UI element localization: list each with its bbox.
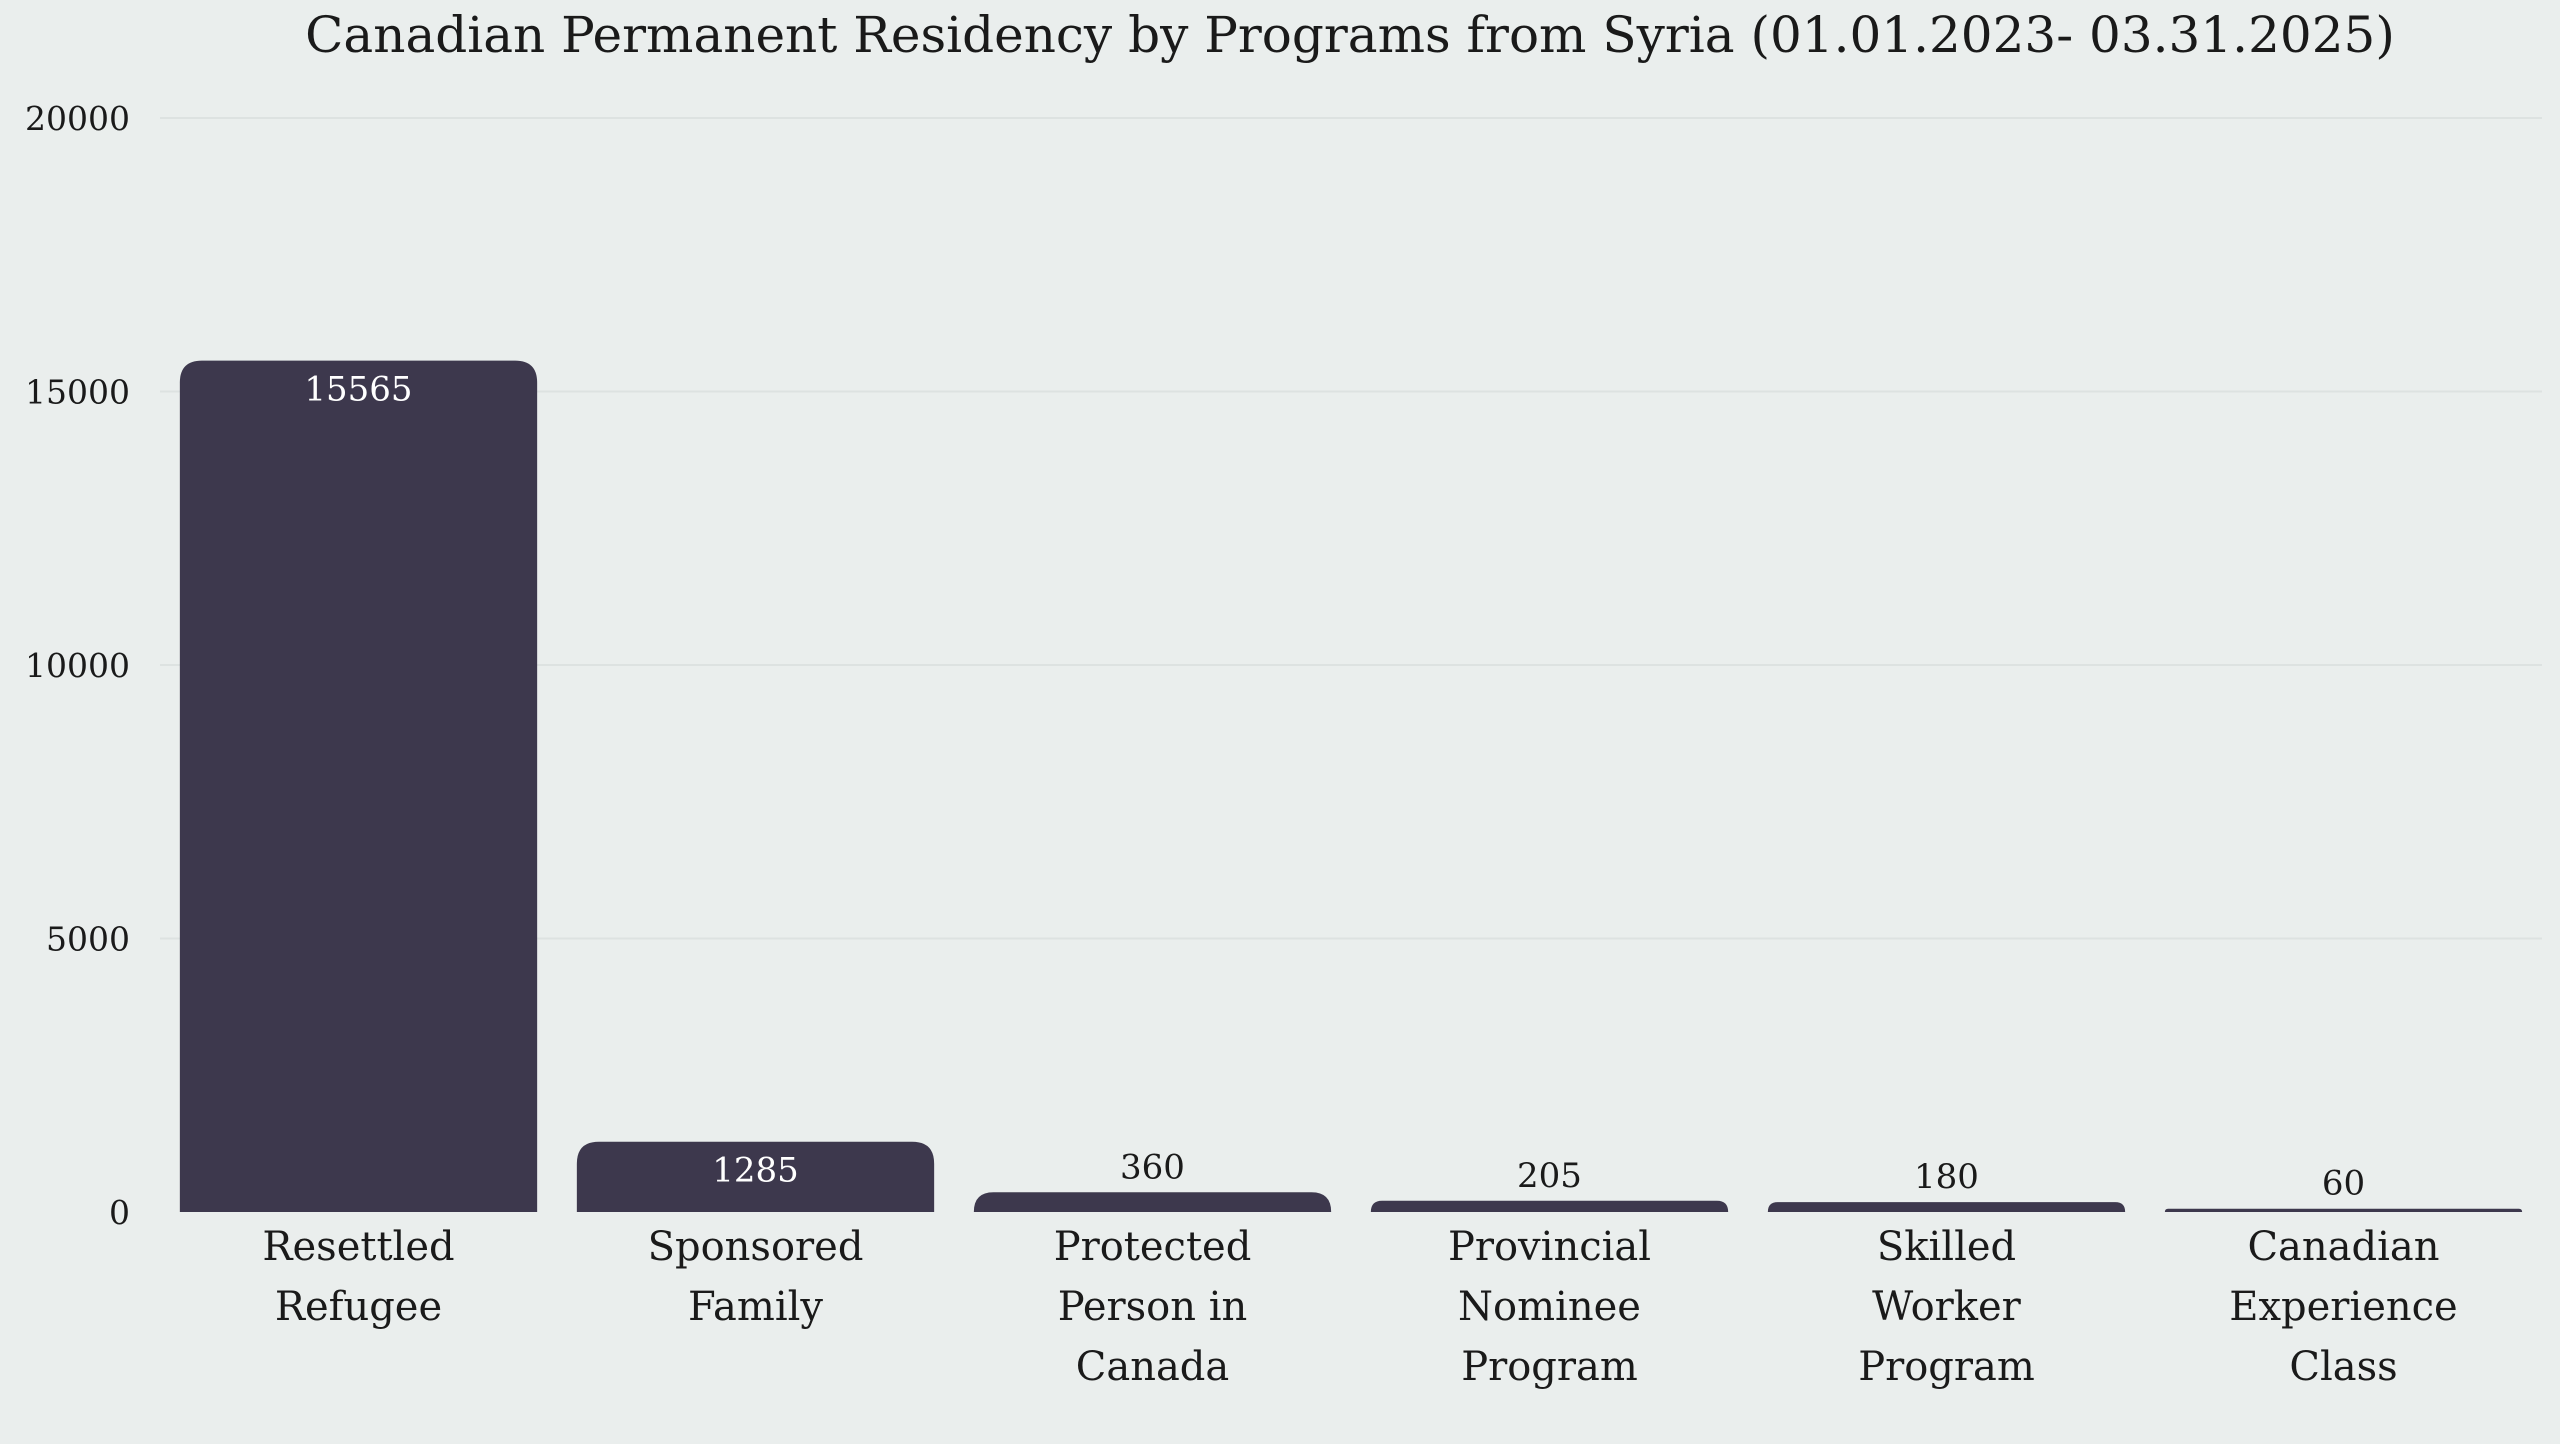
y-tick-label: 5000 [46, 920, 130, 959]
y-tick-label: 10000 [25, 646, 130, 685]
gridlines [160, 117, 2542, 940]
bar [973, 1192, 1332, 1212]
x-tick-label: Sponsored Family [648, 1224, 864, 1330]
data-label: 60 [2322, 1164, 2365, 1204]
x-tick-label-line: Class [2289, 1344, 2397, 1390]
x-tick-label-line: Program [1858, 1344, 2035, 1390]
x-tick-label-line: Person in [1058, 1284, 1248, 1330]
bars [179, 360, 2523, 1213]
x-tick-label-line: Provincial [1448, 1224, 1651, 1270]
x-tick-label: Canadian Experience Class [2229, 1224, 2457, 1390]
data-label: 1285 [712, 1151, 799, 1191]
data-label: 360 [1120, 1147, 1185, 1187]
y-tick-label: 20000 [25, 99, 130, 138]
x-tick-label-line: Protected [1054, 1224, 1252, 1270]
x-tick-label-line: Refugee [275, 1284, 442, 1330]
x-tick-label-line: Resettled [262, 1224, 454, 1270]
x-tick-label-line: Worker [1872, 1284, 2022, 1330]
x-tick-label-line: Skilled [1877, 1224, 2016, 1270]
x-tick-label: Provincial Nominee Program [1448, 1224, 1651, 1390]
data-label: 205 [1517, 1156, 1582, 1196]
y-axis-ticks: 0 5000 10000 15000 20000 [25, 99, 130, 1232]
bar [179, 360, 538, 1213]
x-tick-label-line: Family [688, 1284, 823, 1330]
bar [1370, 1200, 1729, 1212]
data-label: 180 [1914, 1157, 1979, 1197]
data-label: 15565 [304, 370, 412, 410]
x-tick-label-line: Program [1461, 1344, 1638, 1390]
x-tick-label: Protected Person in Canada [1054, 1224, 1252, 1390]
x-tick-label-line: Experience [2229, 1284, 2457, 1330]
bar [2164, 1208, 2523, 1212]
chart-title: Canadian Permanent Residency by Programs… [305, 6, 2395, 64]
x-tick-label: Resettled Refugee [262, 1224, 454, 1330]
x-axis-ticks: Resettled Refugee Sponsored Family Protected… [262, 1224, 2457, 1390]
x-tick-label-line: Canadian [2247, 1224, 2439, 1270]
bar [576, 1141, 935, 1212]
x-tick-label-line: Canada [1076, 1344, 1230, 1390]
data-labels: 15565 1285 360 205 180 60 [304, 370, 2365, 1204]
x-tick-label-line: Nominee [1458, 1284, 1641, 1330]
y-tick-label: 15000 [25, 373, 130, 412]
y-tick-label: 0 [109, 1193, 130, 1232]
x-tick-label: Skilled Worker Program [1858, 1224, 2035, 1390]
x-tick-label-line: Sponsored [648, 1224, 864, 1270]
bar [1767, 1202, 2126, 1212]
